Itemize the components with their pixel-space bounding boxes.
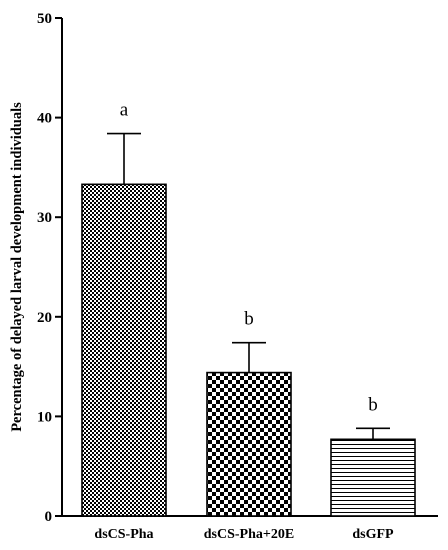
y-tick-label: 40 [37,111,52,127]
bar-3 [330,438,416,517]
y-tick-label: 20 [37,310,52,326]
significance-label: b [368,394,378,415]
significance-label: a [120,100,129,121]
bar-2 [206,371,292,517]
plot-area: 0 10 20 30 40 50 a dsCS-Pha b dsCS-Pha+20E b dsGFP [37,11,438,542]
category-label: dsGFP [352,527,394,542]
y-tick-label: 10 [37,409,52,425]
significance-label: b [244,309,254,330]
bar-1 [81,183,167,517]
category-label: dsCS-Pha [94,527,153,542]
category-label: dsCS-Pha+20E [204,527,294,542]
y-tick-label: 0 [45,509,53,525]
y-axis-title: Percentage of delayed larval development… [9,102,25,432]
y-tick-label: 30 [37,210,52,226]
y-tick-label: 50 [37,11,52,27]
